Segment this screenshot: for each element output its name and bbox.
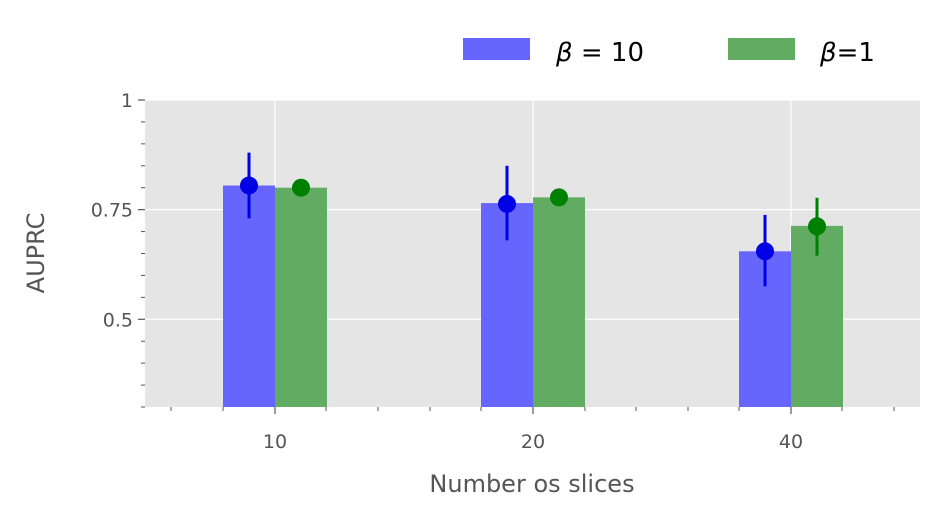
legend-beta-value: = 10	[573, 38, 644, 68]
x-tick-label: 10	[263, 431, 287, 453]
marker-series-10	[240, 176, 258, 195]
legend-label-beta-1: β=1	[819, 38, 875, 68]
legend: β = 10 β=1	[463, 38, 875, 68]
x-axis-title: Number os slices	[429, 470, 634, 498]
marker-series-10	[498, 194, 516, 213]
marker-series-1	[550, 188, 568, 207]
legend-swatch-beta-10	[463, 38, 530, 60]
marker-series-1	[292, 178, 310, 197]
legend-beta-symbol: β	[819, 38, 837, 68]
bar-series-1	[533, 197, 585, 407]
x-axis: 10 20 40	[170, 407, 895, 453]
y-tick-label: 0.75	[91, 200, 133, 222]
markers	[240, 176, 826, 261]
bars	[223, 185, 843, 407]
bar-series-1	[791, 225, 843, 407]
y-axis-title: AUPRC	[22, 213, 50, 294]
legend-swatch-beta-1	[728, 38, 795, 60]
legend-label-beta-10: β = 10	[555, 38, 644, 68]
marker-series-10	[756, 242, 774, 261]
marker-series-1	[808, 217, 826, 236]
y-tick-label: 0.5	[103, 309, 133, 331]
x-tick-label: 40	[779, 431, 803, 453]
bar-series-1	[275, 187, 327, 407]
legend-beta-symbol: β	[555, 38, 573, 68]
y-axis: 0.5 0.75 1	[91, 90, 145, 408]
x-tick-label: 20	[521, 431, 545, 453]
legend-beta-value: =1	[837, 38, 875, 68]
y-tick-label: 1	[121, 90, 133, 112]
bar-series-10	[223, 185, 275, 407]
